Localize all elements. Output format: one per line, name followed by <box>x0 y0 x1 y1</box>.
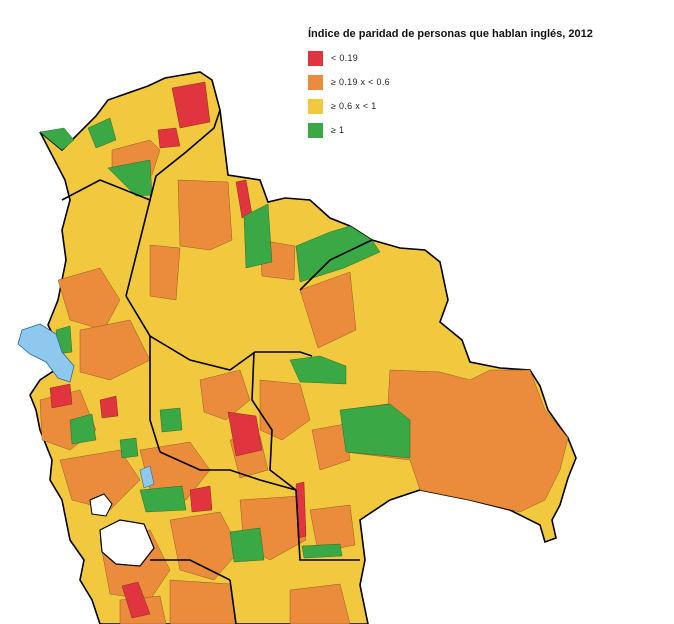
legend-item-red: < 0.19 <box>308 50 638 66</box>
legend-item-orange: ≥ 0.19 x < 0.6 <box>308 74 638 90</box>
legend-swatch-orange <box>308 74 323 90</box>
legend-label: ≥ 0.19 x < 0.6 <box>331 77 390 87</box>
salar-coipasa <box>89 493 113 517</box>
legend-label: ≥ 0.6 x < 1 <box>331 101 377 111</box>
legend-title: Índice de paridad de personas que hablan… <box>308 28 593 40</box>
salar-uyuni <box>99 519 155 567</box>
legend-label: < 0.19 <box>331 53 359 63</box>
legend-swatch-green <box>308 122 323 138</box>
map-legend: Índice de paridad de personas que hablan… <box>308 28 638 146</box>
legend-label: ≥ 1 <box>331 125 345 135</box>
lake-titicaca <box>17 323 75 383</box>
green-regions <box>39 117 411 563</box>
red-regions <box>49 81 307 619</box>
legend-item-yellow: ≥ 0.6 x < 1 <box>308 98 638 114</box>
legend-swatch-red <box>308 50 323 66</box>
department-borders <box>61 109 373 624</box>
legend-swatch-yellow <box>308 98 323 114</box>
lake-poopo <box>139 465 155 489</box>
legend-item-green: ≥ 1 <box>308 122 638 138</box>
